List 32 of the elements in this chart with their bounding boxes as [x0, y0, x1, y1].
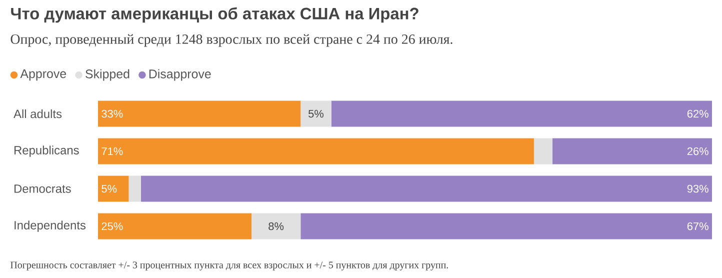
data-label: 5%	[102, 184, 117, 193]
y-tick-label: All adults	[14, 109, 62, 118]
data-label: 62%	[687, 110, 708, 118]
data-label: 67%	[687, 222, 708, 230]
chart-title: Что думают американцы об атаках США на Иран?	[11, 7, 418, 23]
bar	[534, 138, 552, 164]
legend-label: Skipped	[86, 69, 130, 81]
data-label: 26%	[687, 147, 708, 156]
bar	[552, 138, 712, 164]
bar	[98, 176, 129, 202]
chart-subtitle: Опрос, проведенный среди 1248 взрослых по всей стране с 24 по 26 июля.	[10, 34, 452, 47]
legend-label: Disapprove	[149, 69, 211, 81]
y-tick-label: Democrats	[14, 184, 71, 193]
bar	[98, 100, 301, 127]
y-tick-label: Independents	[14, 220, 86, 232]
bar	[98, 213, 252, 240]
data-label: 25%	[102, 222, 123, 230]
data-label: 71%	[102, 147, 123, 156]
data-label: 8%	[268, 222, 284, 230]
bar	[331, 100, 712, 127]
y-tick-label: Republicans	[14, 146, 79, 157]
bar	[252, 213, 301, 240]
data-label: 33%	[102, 110, 123, 118]
legend-label: Approve	[20, 69, 66, 81]
data-label: 5%	[308, 110, 324, 118]
bar	[128, 176, 141, 202]
bar	[300, 100, 332, 127]
bar	[98, 138, 534, 164]
data-label: 93%	[687, 184, 708, 193]
bar	[140, 176, 712, 202]
text: Погрешность составляет +/- 3 процентных пункта для всех взрослых и +/- 5 пунктов для других групп.	[10, 262, 448, 270]
bar	[300, 213, 712, 240]
